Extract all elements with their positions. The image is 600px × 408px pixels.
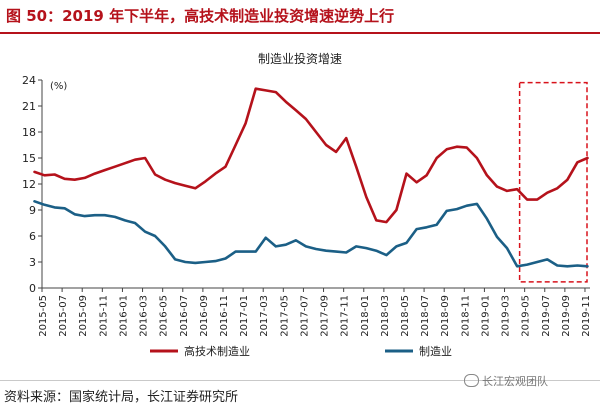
figure-header: 图 50：2019 年下半年，高技术制造业投资增速逆势上行 (0, 0, 600, 34)
x-tick-label: 2017-01 (239, 295, 250, 337)
x-tick-label: 2019-01 (480, 295, 491, 337)
wechat-icon (464, 374, 479, 387)
x-tick-label: 2015-05 (38, 295, 49, 337)
series-lines (33, 87, 589, 268)
highlight-box (518, 81, 588, 283)
x-tick-label: 2015-09 (78, 295, 89, 337)
x-tick-label: 2015-07 (58, 295, 69, 337)
x-tick-label: 2016-07 (179, 295, 190, 337)
watermark: 长江宏观团队 (464, 373, 548, 389)
x-tick-label: 2015-11 (98, 295, 109, 337)
watermark-text: 长江宏观团队 (482, 375, 548, 388)
y-tick-label: 15 (22, 152, 36, 165)
legend: 高技术制造业 制造业 (150, 344, 452, 358)
x-tick-label: 2016-03 (139, 295, 150, 337)
x-tick-label: 2019-03 (501, 295, 512, 337)
x-tick-label: 2018-07 (420, 295, 431, 337)
axes: 0 3 6 9 12 15 18 21 24 2015-05 2015-07 2015-09 2015-… (22, 74, 592, 337)
y-tick-label: 12 (22, 178, 36, 191)
x-tick-label: 2018-03 (380, 295, 391, 337)
x-tick-label: 2016-01 (118, 295, 129, 337)
y-unit-label: (%) (50, 81, 67, 92)
x-tick-label: 2017-07 (299, 295, 310, 337)
y-tick-label: 24 (22, 74, 36, 87)
footer-divider (0, 380, 600, 381)
legend-label-high-tech: 高技术制造业 (184, 344, 250, 358)
y-tick-label: 6 (29, 230, 36, 243)
x-tick-label: 2016-05 (159, 295, 170, 337)
x-tick-label: 2017-03 (259, 295, 270, 337)
x-tick-label: 2019-11 (581, 295, 592, 337)
legend-label-manufacturing: 制造业 (419, 344, 452, 358)
x-tick-label: 2017-05 (279, 295, 290, 337)
y-tick-label: 3 (29, 256, 36, 269)
x-tick-label: 2018-09 (440, 295, 451, 337)
x-tick-label: 2019-07 (541, 295, 552, 337)
x-tick-label: 2018-05 (400, 295, 411, 337)
x-tick-label: 2018-11 (460, 295, 471, 337)
x-tick-label: 2016-11 (219, 295, 230, 337)
y-tick-label: 21 (22, 100, 36, 113)
x-tick-label: 2019-09 (561, 295, 572, 337)
highlight-rect (518, 81, 588, 283)
series-line-manufacturing (33, 200, 589, 268)
y-tick-label: 9 (29, 204, 36, 217)
series-line-high-tech (33, 87, 589, 224)
figure-title: 图 50：2019 年下半年，高技术制造业投资增速逆势上行 (6, 7, 395, 25)
line-chart: 制造业投资增速 (%) 0 3 6 9 12 15 18 21 24 2015-05 2015-07… (22, 51, 592, 358)
x-tick-label: 2017-11 (340, 295, 351, 337)
x-tick-label: 2017-09 (320, 295, 331, 337)
y-tick-label: 0 (29, 282, 36, 295)
x-tick-label: 2018-01 (360, 295, 371, 337)
y-tick-label: 18 (22, 126, 36, 139)
chart-title: 制造业投资增速 (258, 51, 342, 66)
source-note: 资料来源：国家统计局，长江证券研究所 (4, 390, 239, 405)
x-tick-label: 2016-09 (199, 295, 210, 337)
x-tick-label: 2019-05 (521, 295, 532, 337)
